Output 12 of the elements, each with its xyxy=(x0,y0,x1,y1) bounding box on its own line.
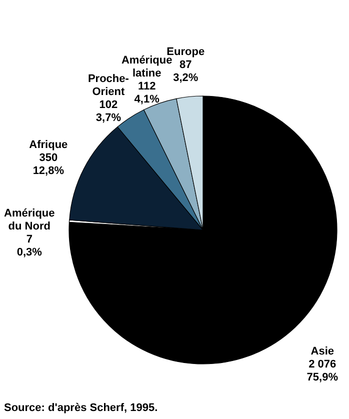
slice-label: Afrique xyxy=(29,139,68,152)
data-label: 350 12,8% xyxy=(32,152,64,178)
slice-label: Proche- Orient xyxy=(88,72,130,98)
data-label: 87 3,2% xyxy=(173,58,198,84)
data-label: 2 076 75,9% xyxy=(306,358,338,384)
source-note: Source: d'après Scherf, 1995. xyxy=(4,402,158,414)
data-label: 112 4,1% xyxy=(134,80,160,106)
slice-label: Amérique du Nord xyxy=(4,207,55,232)
data-label: 102 3,7% xyxy=(96,98,122,124)
slice-label: Europe xyxy=(166,46,205,58)
data-label: 7 0,3% xyxy=(16,233,42,258)
slice-label: Asie xyxy=(310,346,334,358)
